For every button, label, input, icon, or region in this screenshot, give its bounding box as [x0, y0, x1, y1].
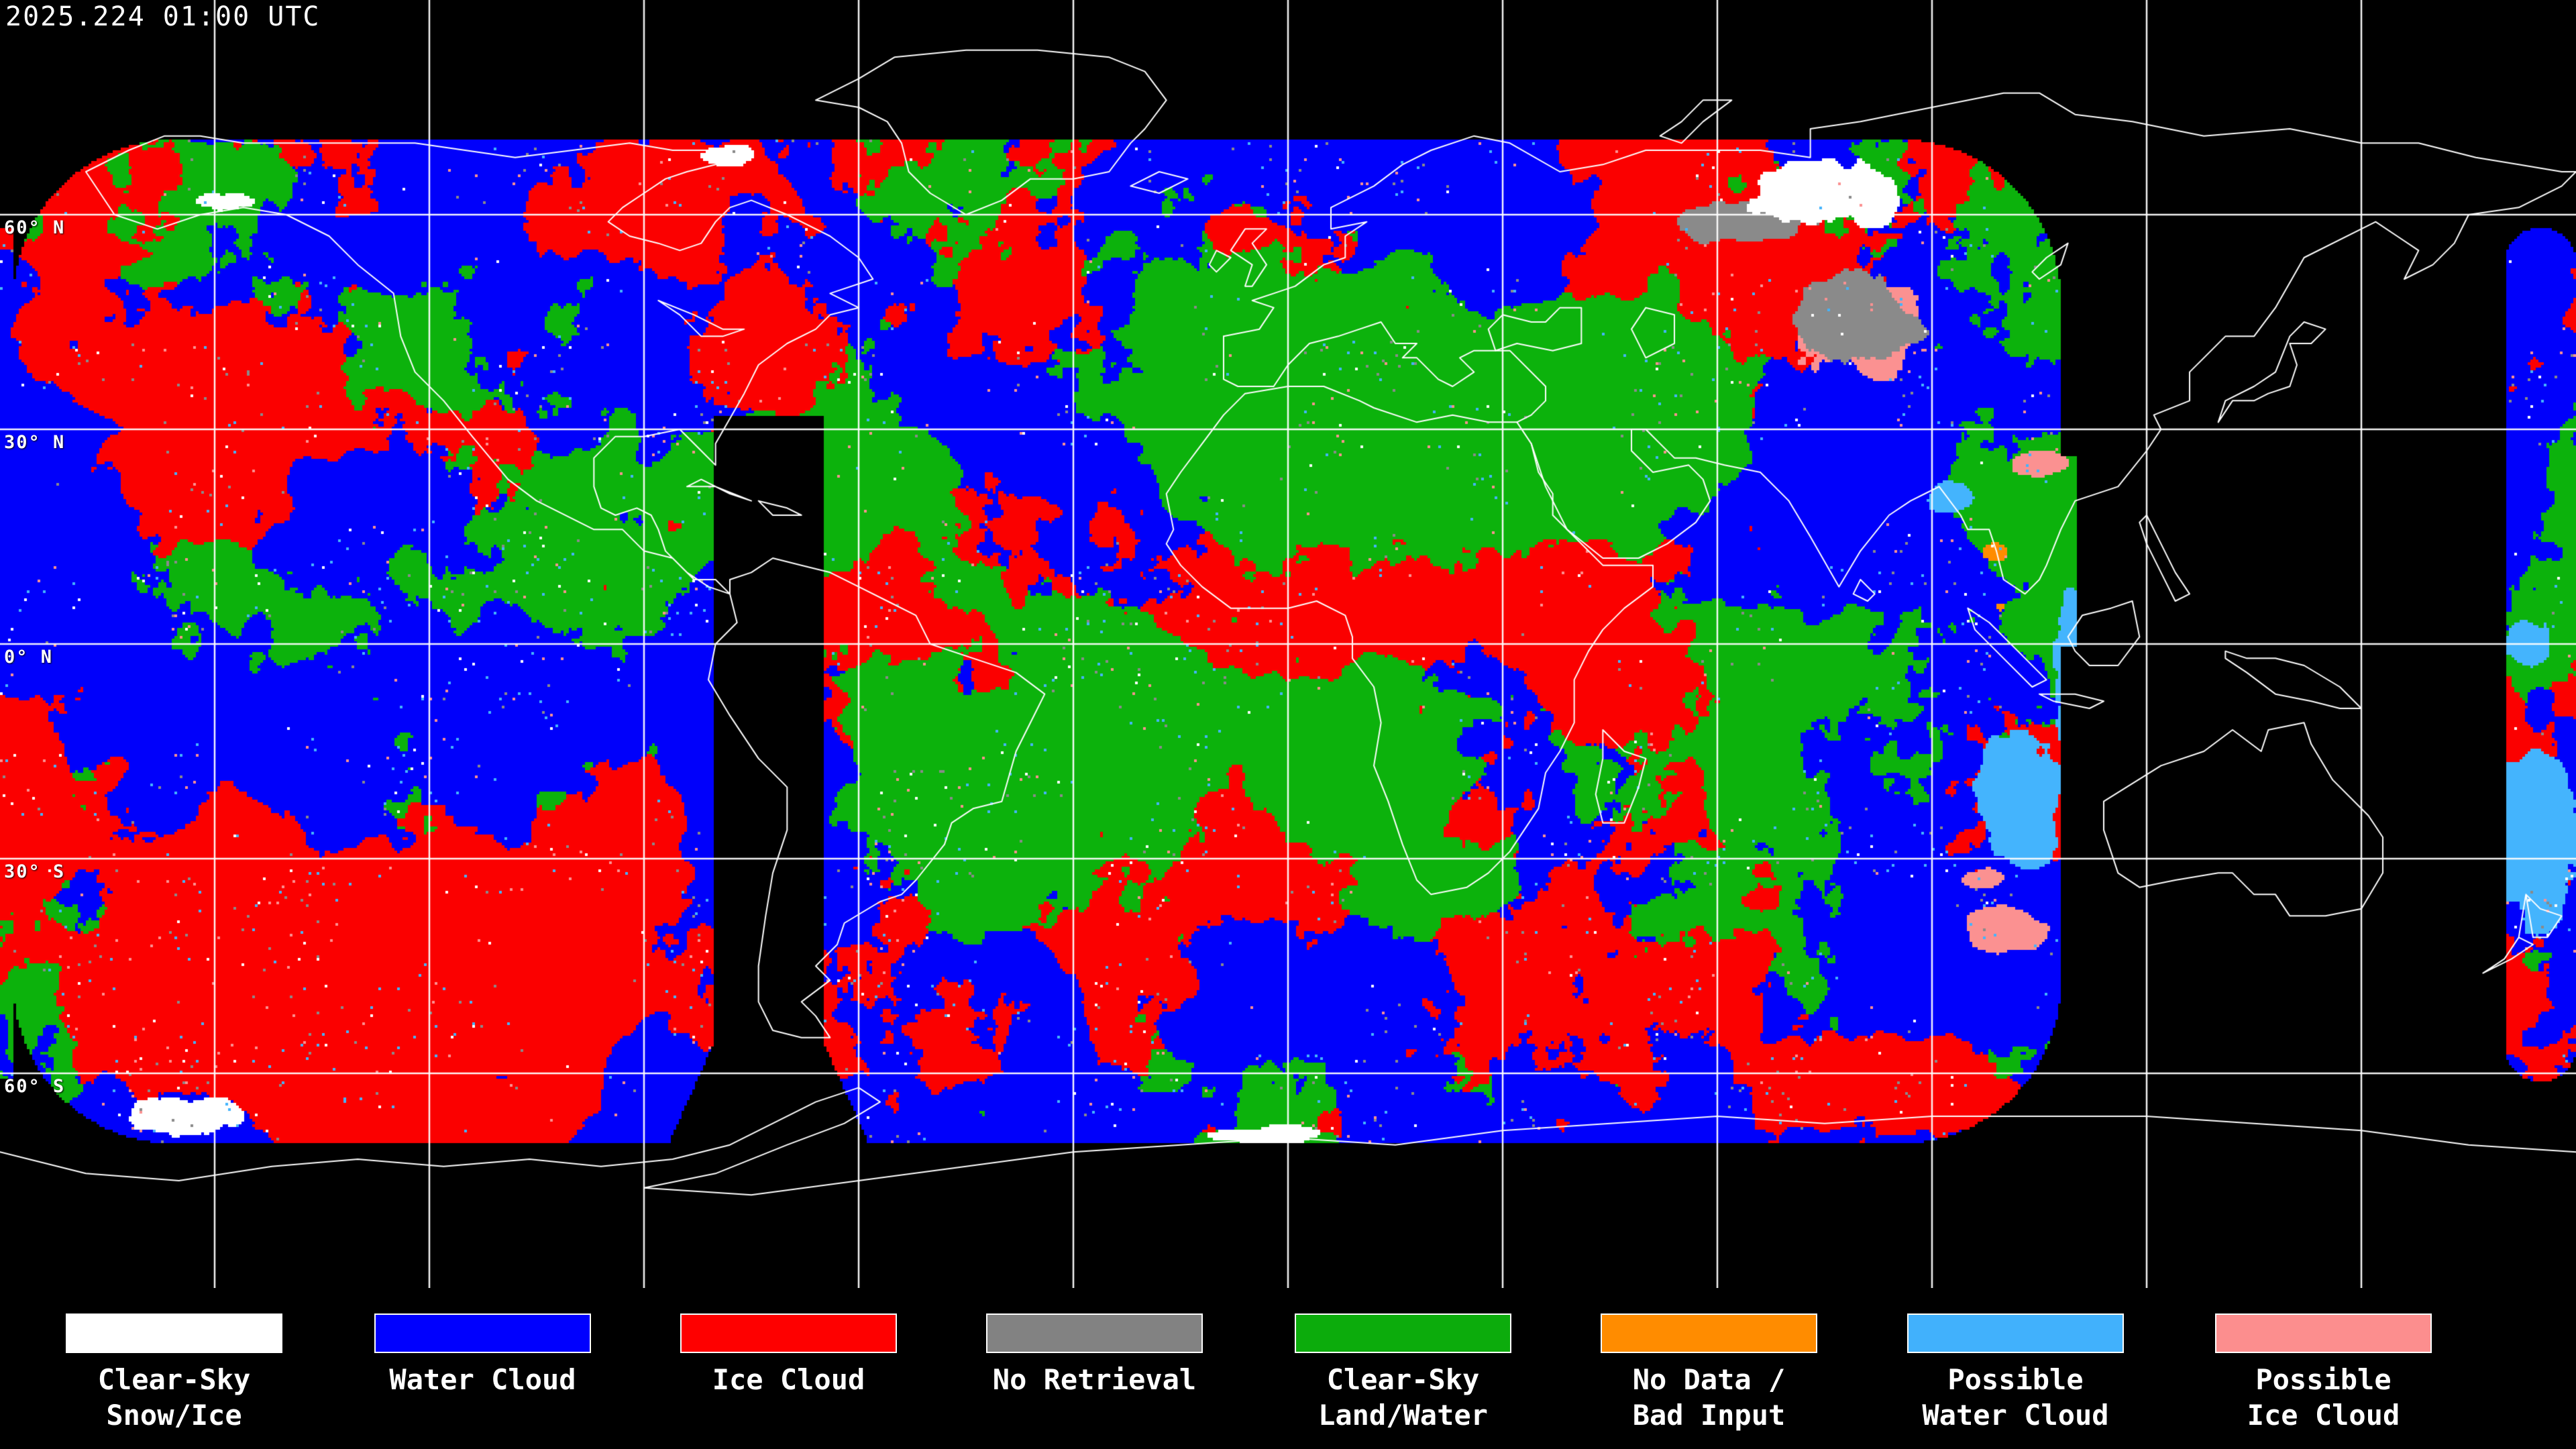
legend-swatch: [1295, 1313, 1511, 1353]
timestamp-label: 2025.224 01:00 UTC: [5, 1, 321, 32]
legend-swatch: [986, 1313, 1203, 1353]
latitude-label: 60° S: [4, 1076, 66, 1097]
legend-label: No Retrieval: [992, 1363, 1197, 1396]
latitude-label: 30° S: [4, 861, 66, 882]
legend-swatch: [374, 1313, 591, 1353]
legend-label: No Data / Bad Input: [1632, 1363, 1786, 1432]
legend-swatch: [1907, 1313, 2124, 1353]
legend-label: Clear-Sky Land/Water: [1318, 1363, 1488, 1432]
latitude-label: 60° N: [4, 217, 66, 238]
legend-swatch: [680, 1313, 897, 1353]
world-map-area: 2025.224 01:00 UTC 60° N 30° N 0° N 30° S 60…: [0, 0, 2576, 1288]
legend-swatch: [66, 1313, 282, 1353]
latitude-label: 30° N: [4, 432, 66, 453]
legend-swatch: [2215, 1313, 2432, 1353]
legend-label: Clear-Sky Snow/Ice: [97, 1363, 251, 1432]
legend-label: Water Cloud: [389, 1363, 576, 1396]
cloud-classification-map-canvas: [0, 0, 2576, 1288]
latitude-label: 0° N: [4, 647, 54, 667]
legend-bar: Clear-Sky Snow/Ice Water Cloud Ice Cloud No…: [0, 1288, 2576, 1449]
legend-label: Possible Water Cloud: [1922, 1363, 2109, 1432]
legend-label: Ice Cloud: [712, 1363, 865, 1396]
legend-label: Possible Ice Cloud: [2247, 1363, 2400, 1432]
legend-swatch: [1601, 1313, 1817, 1353]
